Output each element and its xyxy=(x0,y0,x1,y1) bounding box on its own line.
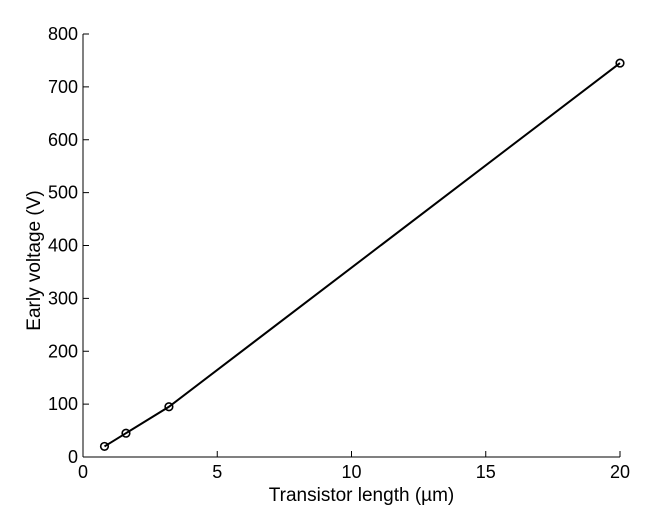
y-axis-ticks: 0 100 200 300 400 500 600 700 800 xyxy=(48,24,89,467)
x-tick-label: 0 xyxy=(78,462,88,482)
x-tick-label: 15 xyxy=(476,462,496,482)
data-point xyxy=(121,428,131,438)
y-tick-label: 300 xyxy=(48,288,78,308)
y-tick-label: 200 xyxy=(48,341,78,361)
y-tick-label: 600 xyxy=(48,130,78,150)
x-tick-label: 10 xyxy=(341,462,361,482)
y-tick-label: 700 xyxy=(48,77,78,97)
data-point xyxy=(615,58,625,68)
x-tick-label: 5 xyxy=(212,462,222,482)
y-tick-label: 500 xyxy=(48,183,78,203)
y-tick-label: 100 xyxy=(48,394,78,414)
series-line xyxy=(103,62,621,448)
x-axis-ticks: 0 5 10 15 20 xyxy=(78,451,630,482)
y-tick-label: 400 xyxy=(48,236,78,256)
data-point xyxy=(99,441,110,452)
y-axis-label: Early voltage (V) xyxy=(24,190,45,330)
series-group xyxy=(99,58,625,452)
y-tick-label: 800 xyxy=(48,24,78,44)
x-tick-label: 20 xyxy=(610,462,630,482)
plot-area xyxy=(82,34,620,458)
x-axis-label: Transistor length (µm) xyxy=(269,485,455,506)
data-point xyxy=(164,402,174,412)
y-tick-label: 0 xyxy=(68,447,78,467)
